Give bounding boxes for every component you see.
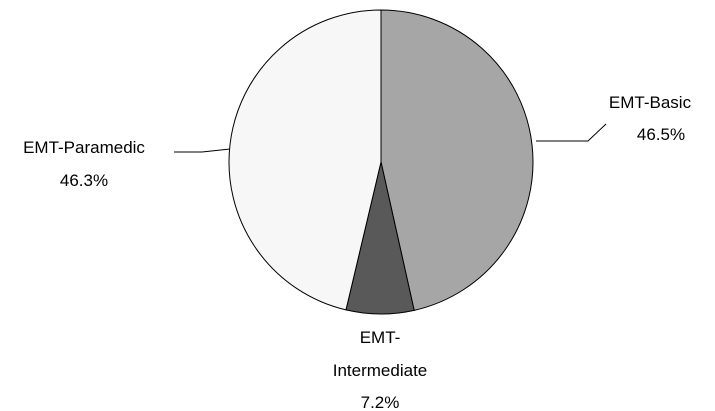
slice-value-emt-basic: 46.5%: [637, 125, 685, 144]
slice-label-emt-basic: EMT-Basic: [609, 93, 692, 112]
pie-slice-emt-paramedic: [228, 9, 382, 311]
slice-label-emt-paramedic: EMT-Paramedic: [23, 138, 145, 157]
pie-slice-emt-basic: [380, 9, 534, 311]
slice-value-emt-paramedic: 46.3%: [60, 171, 108, 190]
slice-label-emt-intermediate-line1: EMT-: [360, 328, 401, 347]
leader-lines: [174, 123, 607, 153]
leader-line-emt-paramedic: [174, 148, 231, 153]
leader-line-emt-basic: [536, 123, 607, 142]
slice-label-emt-intermediate-line2: Intermediate: [333, 361, 428, 380]
pie-slices: [228, 9, 534, 315]
slice-value-emt-intermediate: 7.2%: [361, 393, 400, 411]
